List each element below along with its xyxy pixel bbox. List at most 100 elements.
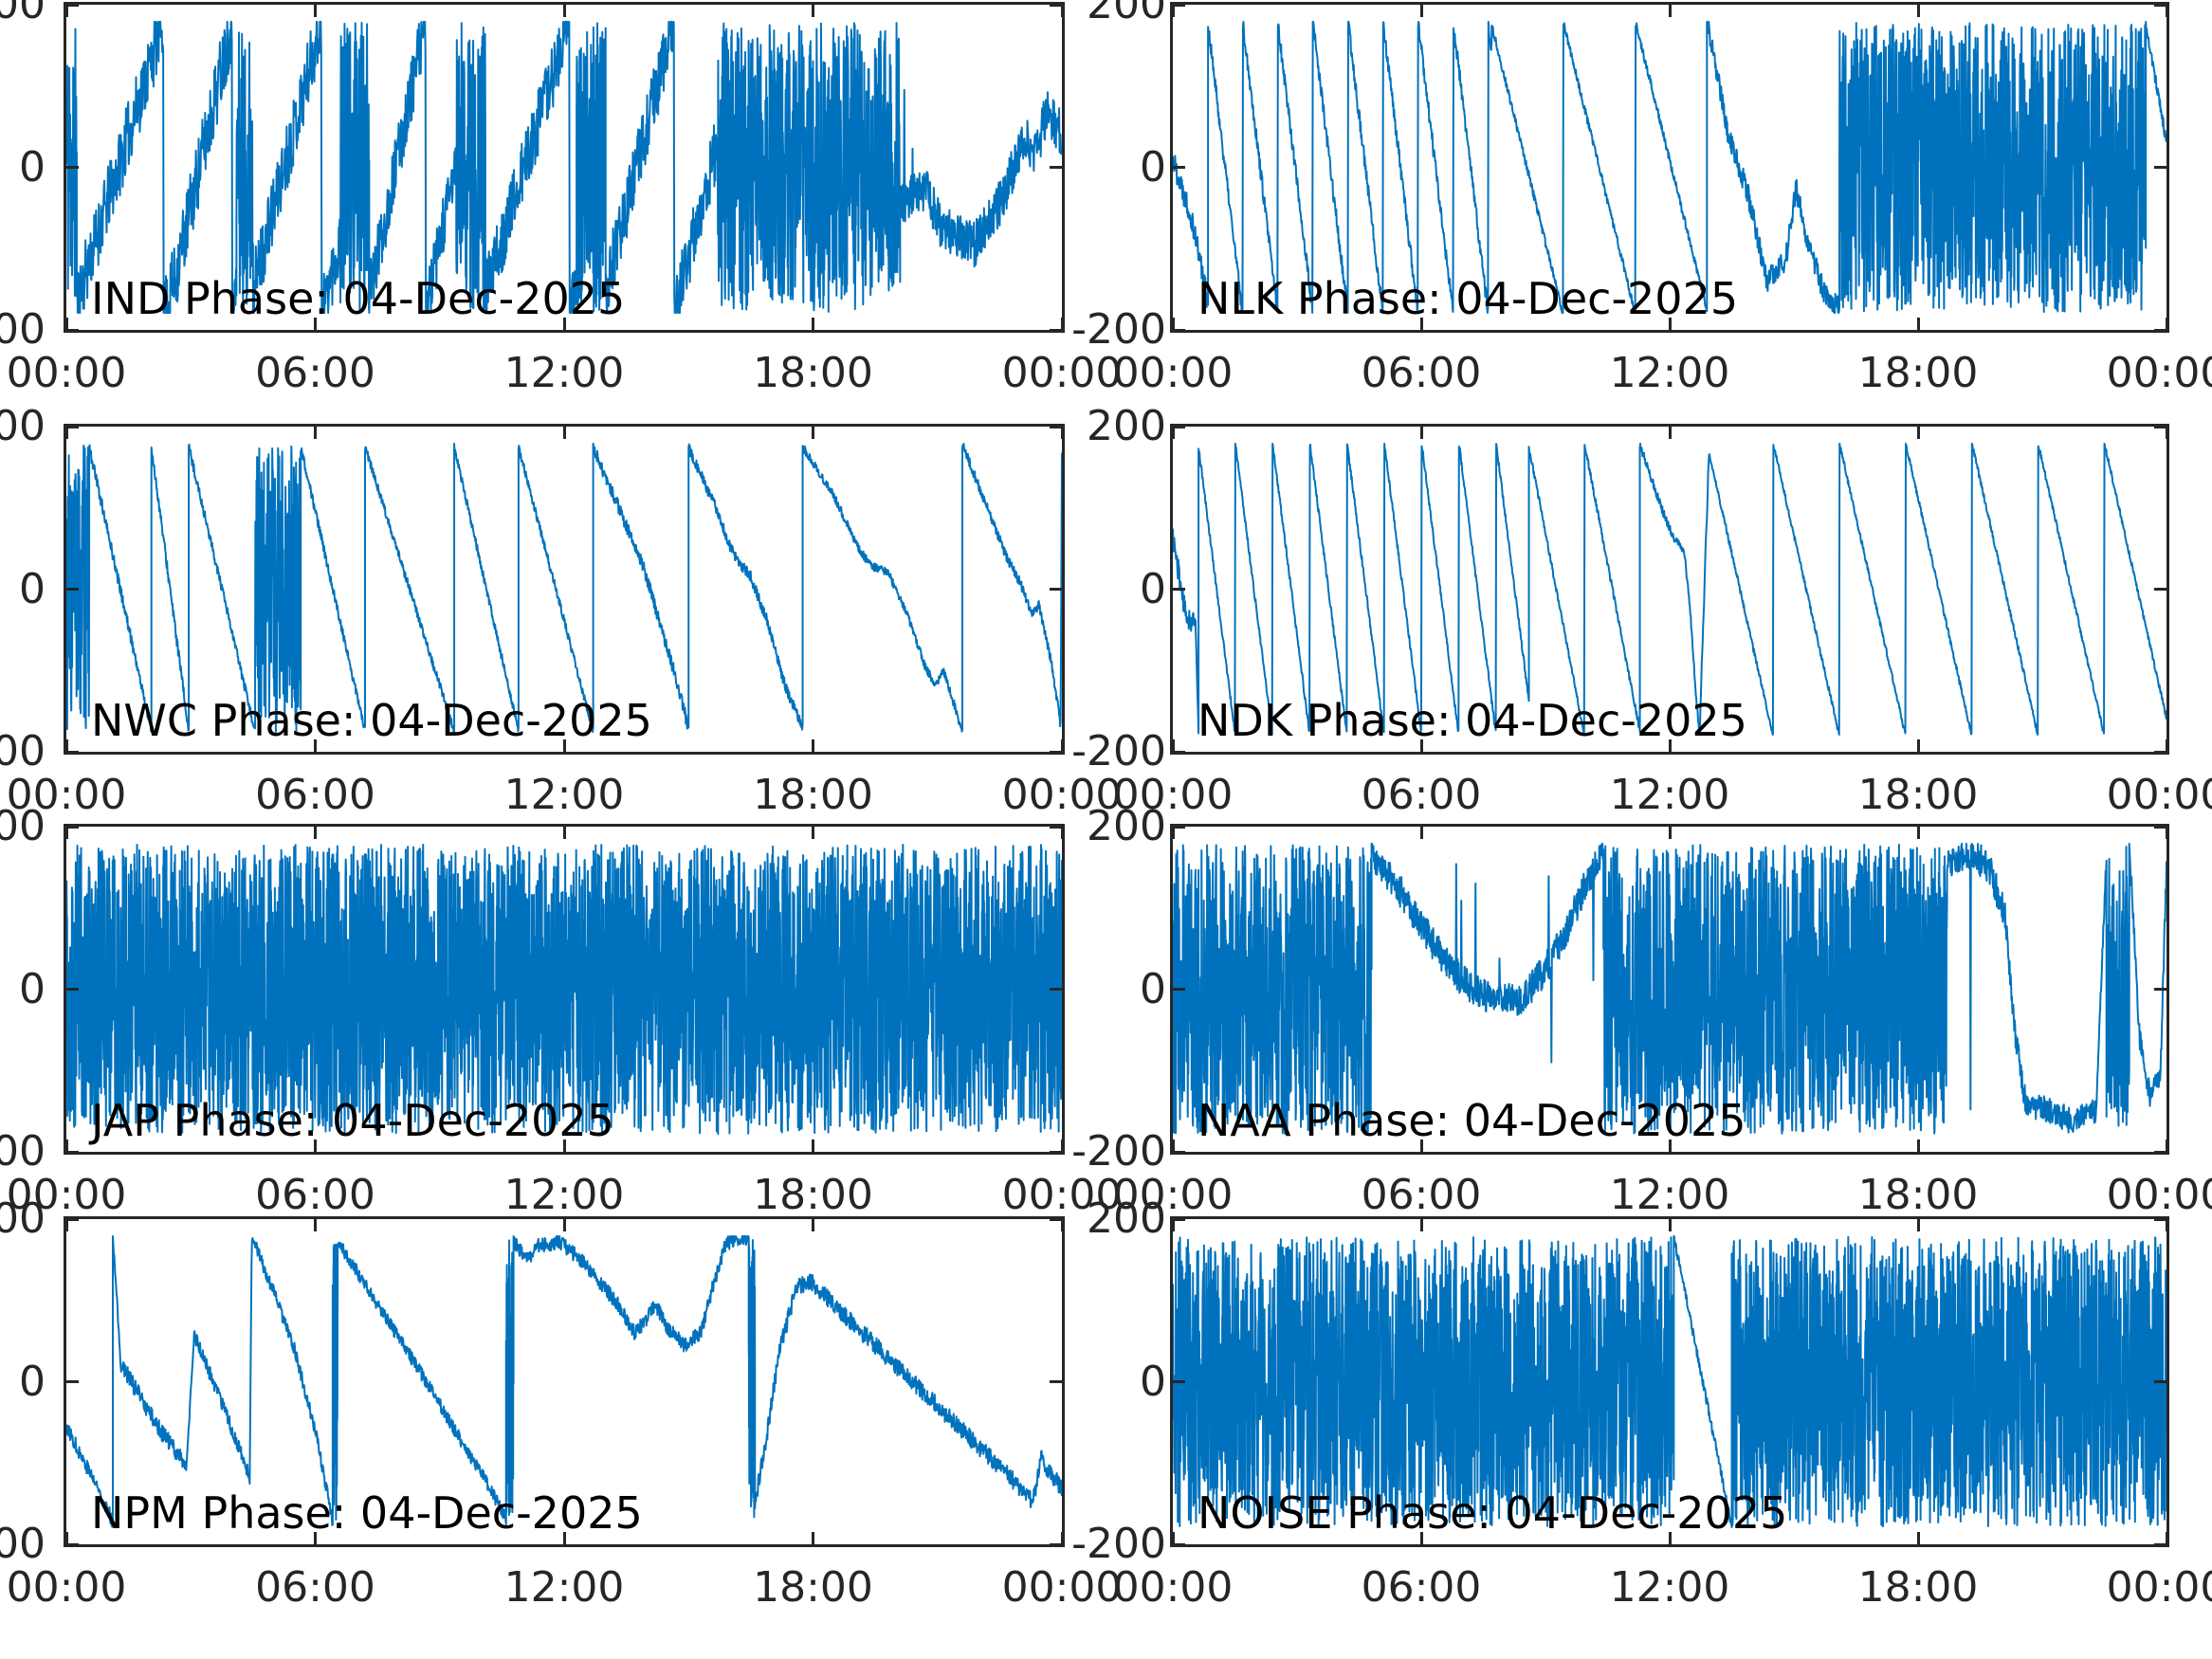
x-tick-mark [314, 5, 317, 17]
y-tick-mark [1050, 3, 1062, 7]
x-tick-mark [314, 1532, 317, 1544]
x-tick-label: 06:00 [1361, 349, 1482, 397]
x-tick-label: 00:00 [1112, 349, 1234, 397]
x-tick-label: 18:00 [1857, 1171, 1979, 1219]
y-tick-label: -200 [1071, 305, 1166, 354]
x-tick-mark [812, 739, 814, 752]
x-tick-mark [2165, 427, 2168, 439]
x-tick-mark [1668, 739, 1672, 752]
x-tick-mark [1060, 427, 1064, 439]
ndk-phase-trace [1173, 444, 2166, 735]
x-tick-mark [314, 1139, 317, 1152]
x-tick-mark [1916, 739, 1920, 752]
x-tick-label: 18:00 [1857, 349, 1979, 397]
y-tick-label: -200 [0, 1520, 46, 1568]
x-tick-mark [64, 739, 68, 752]
x-tick-mark [1171, 318, 1175, 330]
x-tick-label: 18:00 [753, 1563, 873, 1612]
y-tick-label: 0 [19, 564, 46, 613]
x-tick-label: 00:00 [1001, 771, 1123, 819]
x-tick-label: 00:00 [2106, 349, 2212, 397]
x-tick-label: 00:00 [6, 771, 127, 819]
y-tick-mark [1173, 988, 1185, 991]
x-tick-mark [1060, 1219, 1064, 1231]
y-tick-mark [66, 988, 79, 991]
x-tick-label: 00:00 [1001, 1171, 1123, 1219]
y-tick-label: 0 [1140, 964, 1166, 1013]
x-tick-mark [1419, 318, 1423, 330]
x-tick-label: 18:00 [753, 349, 873, 397]
x-tick-mark [64, 827, 68, 839]
nwc-phase-trace [66, 444, 1062, 733]
x-tick-mark [314, 1219, 317, 1231]
naa-phase-trace [1173, 844, 2166, 1134]
y-tick-mark [66, 328, 79, 332]
y-tick-mark [1173, 166, 1185, 169]
x-tick-mark [812, 427, 814, 439]
x-tick-mark [64, 427, 68, 439]
x-tick-mark [562, 1139, 566, 1152]
x-tick-mark [314, 427, 317, 439]
y-tick-label: 200 [1087, 402, 1166, 450]
x-tick-mark [1171, 427, 1175, 439]
nwc-phase-plot [66, 427, 1062, 752]
x-tick-mark [64, 5, 68, 17]
x-tick-mark [2165, 1219, 2168, 1231]
x-tick-mark [1668, 827, 1672, 839]
x-tick-mark [1171, 827, 1175, 839]
x-tick-mark [562, 5, 566, 17]
x-tick-mark [1668, 5, 1672, 17]
plot-title-nlk: NLK Phase: 04-Dec-2025 [1197, 273, 1739, 324]
y-tick-mark [66, 1217, 79, 1221]
y-tick-mark [1173, 1150, 1185, 1154]
nlk-phase-plot [1173, 5, 2166, 330]
y-tick-label: 200 [0, 402, 46, 450]
x-tick-label: 00:00 [1112, 1171, 1234, 1219]
y-tick-mark [1173, 1542, 1185, 1546]
y-tick-mark [1173, 825, 1185, 829]
x-tick-mark [812, 1219, 814, 1231]
y-tick-label: -200 [0, 1127, 46, 1176]
panel-naa-phase: NAA Phase: 04-Dec-2025 00:00 06:00 12:00 18… [1071, 806, 2212, 1216]
x-tick-mark [812, 827, 814, 839]
x-tick-label: 06:00 [1361, 1171, 1482, 1219]
x-tick-mark [64, 318, 68, 330]
plot-title-npm: NPM Phase: 04-Dec-2025 [91, 1487, 643, 1539]
panel-nlk-phase: NLK Phase: 04-Dec-2025 00:00 06:00 12:00 18… [1071, 0, 2212, 394]
x-tick-label: 00:00 [2106, 1171, 2212, 1219]
y-tick-mark [1050, 1542, 1062, 1546]
x-tick-label: 06:00 [255, 1171, 375, 1219]
x-tick-mark [64, 1219, 68, 1231]
y-tick-mark [1173, 328, 1185, 332]
x-tick-mark [1419, 1139, 1423, 1152]
y-tick-label: 200 [1087, 802, 1166, 850]
plot-title-noise: NOISE Phase: 04-Dec-2025 [1197, 1487, 1788, 1539]
plot-title-nwc: NWC Phase: 04-Dec-2025 [91, 695, 652, 746]
y-tick-mark [2154, 166, 2166, 169]
x-tick-label: 12:00 [503, 771, 625, 819]
panel-noise-phase: NOISE Phase: 04-Dec-2025 00:00 06:00 12:00… [1071, 1198, 2212, 1609]
x-tick-label: 12:00 [1609, 1171, 1730, 1219]
plot-title-ndk: NDK Phase: 04-Dec-2025 [1197, 695, 1747, 746]
y-tick-label: -200 [0, 305, 46, 354]
x-tick-label: 18:00 [753, 771, 873, 819]
y-tick-mark [2154, 588, 2166, 591]
npm-phase-trace [66, 1236, 1062, 1527]
x-tick-mark [1916, 827, 1920, 839]
x-tick-mark [562, 827, 566, 839]
y-tick-label: 0 [19, 1357, 46, 1406]
y-tick-mark [66, 750, 79, 754]
x-tick-label: 18:00 [1857, 771, 1979, 819]
x-tick-mark [1668, 1139, 1672, 1152]
x-tick-mark [2165, 1532, 2168, 1544]
y-tick-mark [66, 588, 79, 591]
x-tick-mark [1419, 827, 1423, 839]
y-tick-mark [1173, 1380, 1185, 1383]
x-tick-label: 00:00 [2106, 1563, 2212, 1612]
x-tick-mark [64, 1532, 68, 1544]
panel-jap-phase: JAP Phase: 04-Dec-2025 00:00 06:00 12:00 18… [0, 806, 1122, 1216]
x-tick-mark [1171, 1532, 1175, 1544]
y-tick-label: -200 [0, 727, 46, 775]
x-tick-label: 00:00 [1001, 1563, 1123, 1612]
